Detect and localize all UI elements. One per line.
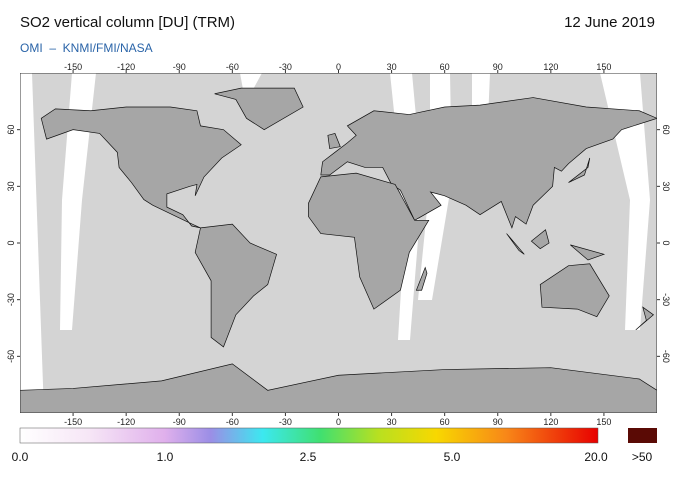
- north-america: [40, 106, 242, 229]
- britain: [327, 133, 341, 149]
- lat-label-left: 60: [6, 125, 16, 135]
- colorbar-overflow: [628, 428, 657, 443]
- lon-label-top: 90: [493, 62, 503, 72]
- lon-label-top: -60: [226, 62, 239, 72]
- lon-label-bottom: -90: [173, 417, 186, 427]
- new-zealand: [635, 306, 655, 331]
- lon-label-top: -150: [64, 62, 82, 72]
- lat-label-right: 0: [661, 240, 671, 245]
- gap: [20, 73, 44, 413]
- lon-label-bottom: 150: [596, 417, 611, 427]
- map: [20, 73, 657, 413]
- lon-label-bottom: 30: [387, 417, 397, 427]
- lon-label-bottom: -60: [226, 417, 239, 427]
- colorbar-label: 2.5: [300, 450, 317, 464]
- lat-label-left: 0: [6, 240, 16, 245]
- australia: [539, 263, 610, 318]
- gap: [60, 73, 96, 330]
- lat-label-right: -30: [661, 293, 671, 306]
- lon-label-top: 0: [336, 62, 341, 72]
- japan: [568, 157, 591, 183]
- sumatra: [506, 233, 525, 255]
- lon-label-top: 150: [596, 62, 611, 72]
- colorbar-label: 1.0: [157, 450, 174, 464]
- land: [20, 87, 657, 413]
- new-guinea: [570, 244, 606, 261]
- date: 12 June 2019: [564, 14, 655, 31]
- colorbar-label: 5.0: [444, 450, 461, 464]
- borneo: [530, 229, 550, 250]
- lat-label-right: 30: [661, 181, 671, 191]
- lon-label-top: -30: [279, 62, 292, 72]
- credit: OMI – KNMI/FMI/NASA: [20, 41, 153, 55]
- eurasia: [320, 97, 657, 229]
- lon-label-top: 120: [543, 62, 558, 72]
- antarctica: [20, 363, 657, 413]
- lon-label-bottom: 120: [543, 417, 558, 427]
- greenland: [214, 87, 304, 131]
- south-america: [194, 223, 277, 348]
- colorbar-overflow-label: >50: [632, 450, 653, 464]
- colorbar-label: 20.0: [584, 450, 608, 464]
- lon-label-top: 60: [440, 62, 450, 72]
- africa: [308, 172, 430, 310]
- colorbar-label: 0.0: [12, 450, 29, 464]
- lon-label-bottom: -30: [279, 417, 292, 427]
- lon-label-top: -120: [117, 62, 135, 72]
- lat-label-right: 60: [661, 125, 671, 135]
- lat-label-left: -60: [6, 350, 16, 363]
- lon-label-bottom: 90: [493, 417, 503, 427]
- lat-label-left: 30: [6, 181, 16, 191]
- lon-label-bottom: -120: [117, 417, 135, 427]
- lat-label-left: -30: [6, 293, 16, 306]
- gap: [600, 73, 650, 330]
- lat-label-right: -60: [661, 350, 671, 363]
- lon-label-top: -90: [173, 62, 186, 72]
- lon-label-bottom: 60: [440, 417, 450, 427]
- lon-label-top: 30: [387, 62, 397, 72]
- lon-label-bottom: 0: [336, 417, 341, 427]
- madagascar: [415, 266, 428, 291]
- title: SO2 vertical column [DU] (TRM): [20, 14, 235, 31]
- lon-label-bottom: -150: [64, 417, 82, 427]
- colorbar: [19, 427, 599, 444]
